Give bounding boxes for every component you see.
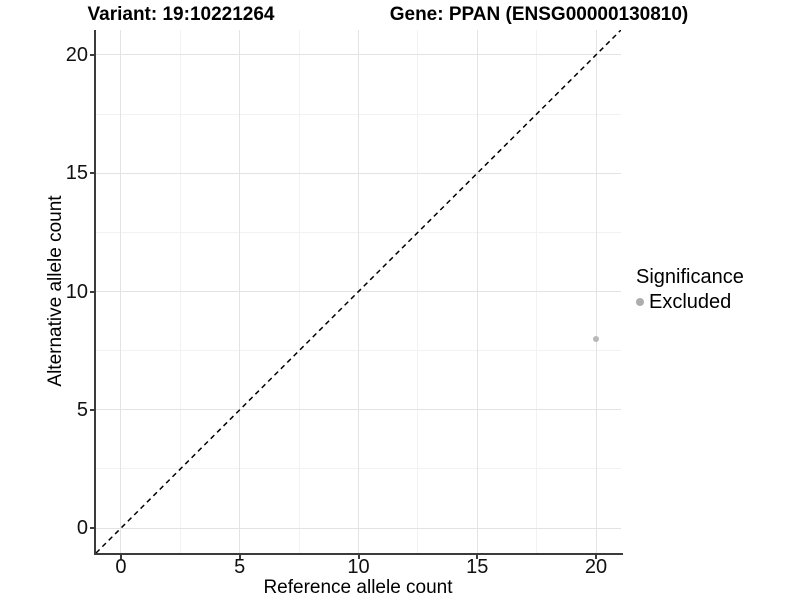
major-gridline-horizontal: [96, 172, 621, 174]
major-gridline-horizontal: [96, 409, 621, 411]
legend-point-icon: [636, 298, 644, 306]
y-axis-tick: [90, 53, 94, 56]
y-tick-label: 10: [65, 280, 88, 303]
legend: Significance Excluded: [636, 266, 744, 313]
y-axis-tick: [90, 408, 94, 411]
x-axis-tick: [476, 555, 479, 559]
x-tick-label: 15: [466, 556, 489, 578]
x-tick-label: 10: [347, 556, 370, 578]
plot-panel: [96, 30, 621, 553]
plot-title-gene: Gene: PPAN (ENSG00000130810): [389, 4, 689, 25]
legend-item-excluded: Excluded: [636, 291, 744, 313]
identity-line: [96, 30, 621, 553]
y-tick-label: 20: [65, 43, 88, 66]
x-axis-tick: [357, 555, 360, 559]
y-axis-tick: [90, 290, 94, 293]
x-axis-tick: [238, 555, 241, 559]
x-axis-title: Reference allele count: [263, 577, 453, 598]
x-axis-line: [94, 553, 623, 555]
x-axis-tick: [119, 555, 122, 559]
x-tick-label: 20: [584, 556, 608, 578]
y-axis-tick: [90, 172, 94, 175]
y-tick-label: 5: [76, 398, 88, 421]
x-tick-label: 5: [234, 556, 246, 578]
major-gridline-horizontal: [96, 527, 621, 529]
y-axis-line: [94, 30, 96, 555]
y-tick-label: 15: [65, 162, 88, 185]
y-tick-label: 0: [76, 517, 88, 540]
major-gridline-horizontal: [96, 54, 621, 56]
y-axis-tick: [90, 527, 94, 530]
legend-item-label: Excluded: [649, 291, 732, 313]
x-axis-tick: [595, 555, 598, 559]
data-point: [593, 335, 600, 342]
x-tick-label: 0: [115, 556, 127, 578]
plot-title-variant: Variant: 19:10221264: [87, 4, 275, 25]
legend-title: Significance: [636, 266, 744, 288]
